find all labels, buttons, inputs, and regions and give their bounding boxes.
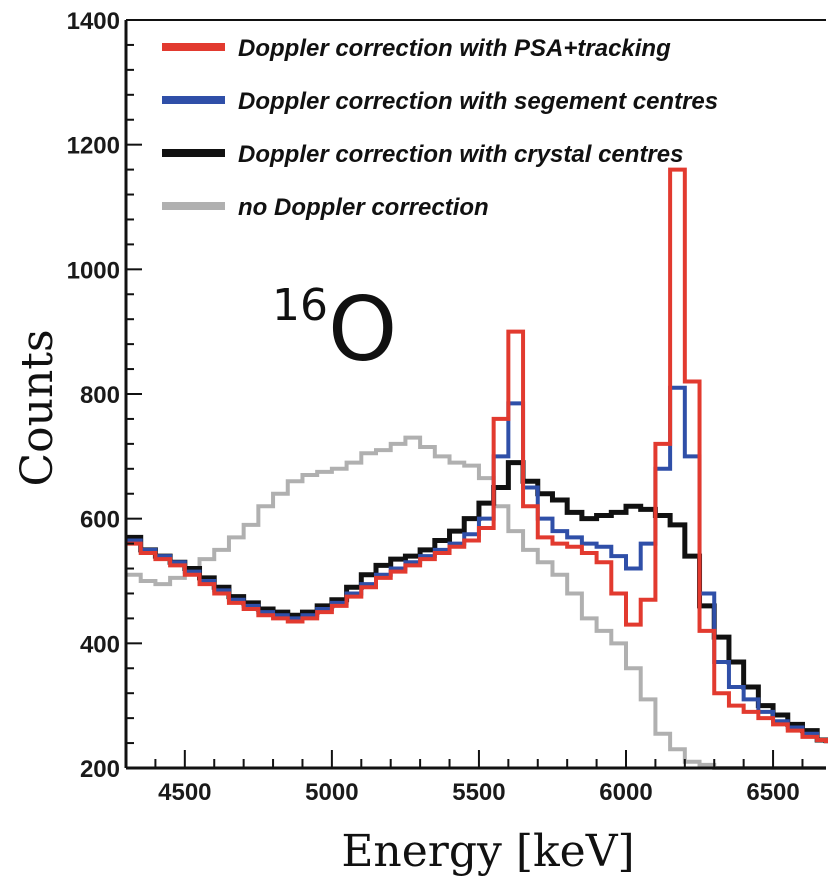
y-tick-label: 1200 bbox=[67, 133, 120, 160]
nucleus-symbol: O bbox=[328, 278, 397, 381]
nucleus-annotation: 16O bbox=[272, 278, 397, 381]
legend: Doppler correction with PSA+tracking Dopp… bbox=[162, 35, 718, 221]
series-line-3 bbox=[126, 385, 828, 744]
x-tick-label: 5500 bbox=[452, 779, 505, 806]
x-axis-title: Energy [keV] bbox=[341, 826, 634, 877]
y-tick-label: 800 bbox=[80, 382, 120, 409]
series-line-1 bbox=[126, 435, 826, 770]
axes: 200 400 600 800 1000 1200 1400 4500 5000 5500 6000… bbox=[67, 8, 826, 806]
legend-label: Doppler correction with crystal centres bbox=[238, 141, 683, 168]
x-tick-label: 6000 bbox=[599, 779, 652, 806]
y-tick-label: 1400 bbox=[67, 8, 120, 35]
legend-label: no Doppler correction bbox=[238, 194, 489, 221]
x-tick-label: 6500 bbox=[746, 779, 799, 806]
y-axis-title: Counts bbox=[12, 329, 63, 486]
x-tick-label: 4500 bbox=[158, 779, 211, 806]
nucleus-mass-number: 16 bbox=[272, 280, 328, 331]
plot-area bbox=[126, 167, 828, 770]
x-tick-label: 5000 bbox=[305, 779, 358, 806]
y-tick-label: 600 bbox=[80, 507, 120, 534]
legend-label: Doppler correction with PSA+tracking bbox=[238, 35, 671, 62]
y-tick-label: 200 bbox=[80, 756, 120, 783]
y-tick-label: 1000 bbox=[67, 257, 120, 284]
series-line-4 bbox=[126, 167, 828, 744]
y-tick-label: 400 bbox=[80, 631, 120, 658]
legend-label: Doppler correction with segement centres bbox=[238, 88, 718, 115]
